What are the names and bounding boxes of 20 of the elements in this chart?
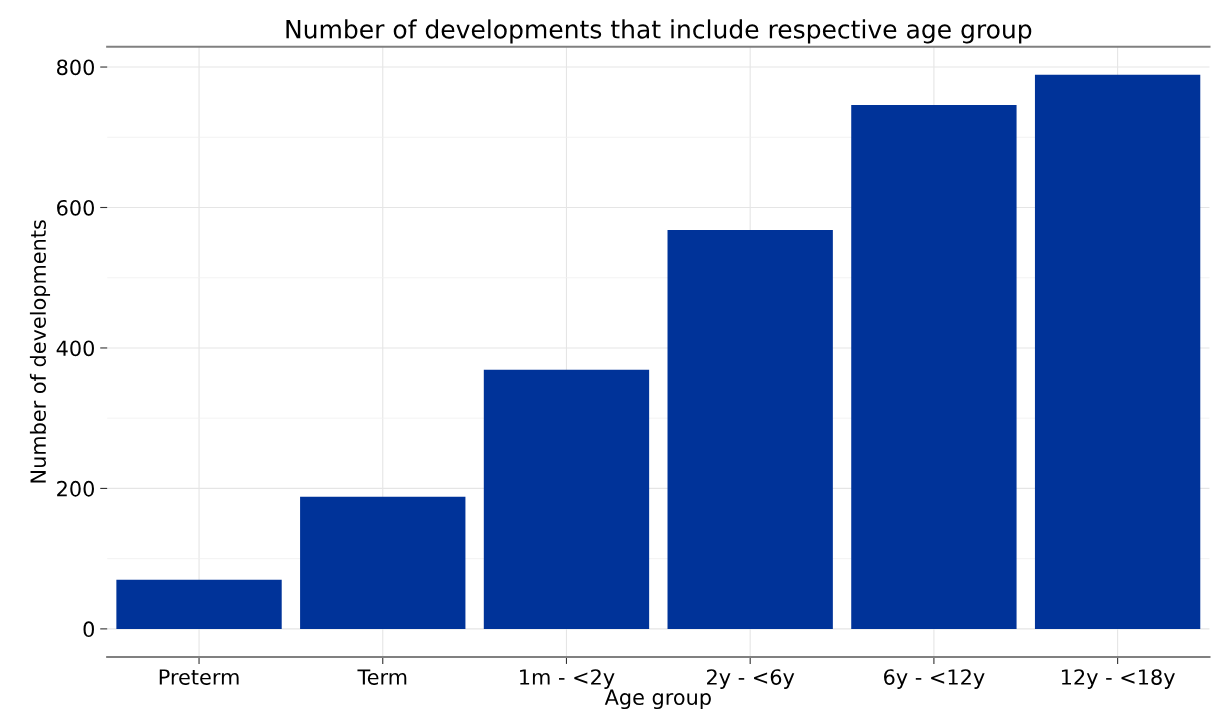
bar — [300, 496, 466, 629]
y-tick-label: 400 — [56, 340, 94, 357]
y-tick-label: 0 — [83, 621, 94, 638]
y-tick-label: 600 — [57, 199, 94, 216]
bar — [483, 369, 650, 629]
y-axis-title: Number of developments — [29, 220, 51, 483]
x-tick-label: 1m - <2y — [520, 669, 615, 689]
bar — [1034, 74, 1201, 629]
x-tick-label: 2y - <6y — [707, 669, 795, 689]
x-tick-label: Term — [357, 669, 407, 685]
y-tick-label: 200 — [57, 480, 94, 497]
chart-title: Number of developments that include respective age group — [286, 19, 1032, 44]
bar — [851, 104, 1017, 629]
bar — [667, 229, 833, 629]
bar — [116, 579, 282, 629]
x-tick-label: Preterm — [159, 669, 239, 685]
x-axis-title: Age group — [604, 689, 711, 710]
y-tick-label: 800 — [57, 59, 94, 76]
x-tick-label: 12y - <18y — [1061, 669, 1175, 689]
x-tick-label: 6y - <12y — [884, 669, 985, 689]
